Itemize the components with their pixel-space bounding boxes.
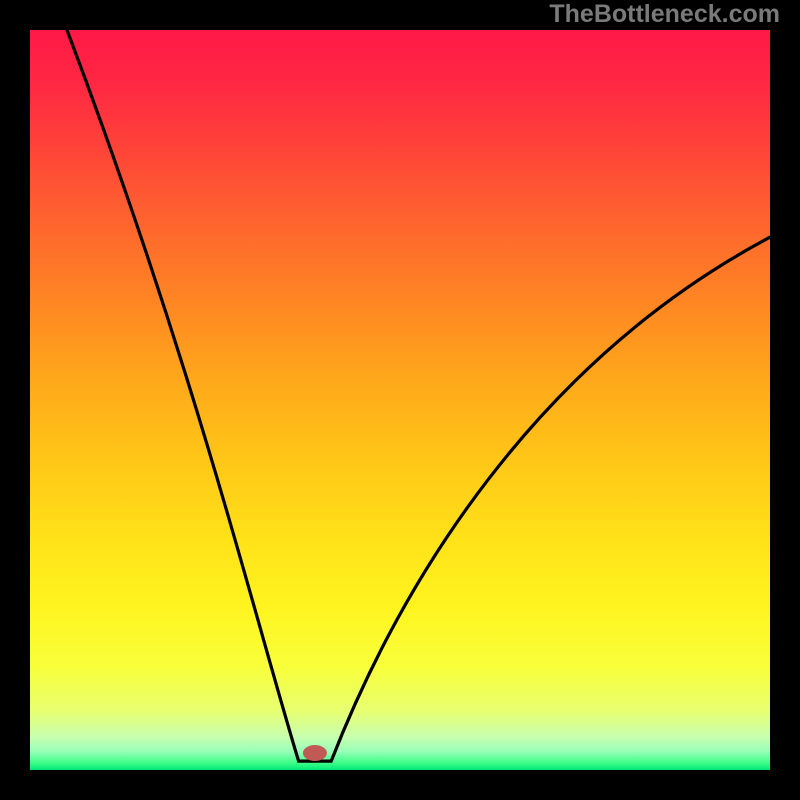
watermark-text: TheBottleneck.com [549,0,780,29]
optimal-point-marker [303,745,327,761]
gradient-background [30,30,770,770]
chart-svg [30,30,770,770]
gradient-plot-area [30,30,770,770]
